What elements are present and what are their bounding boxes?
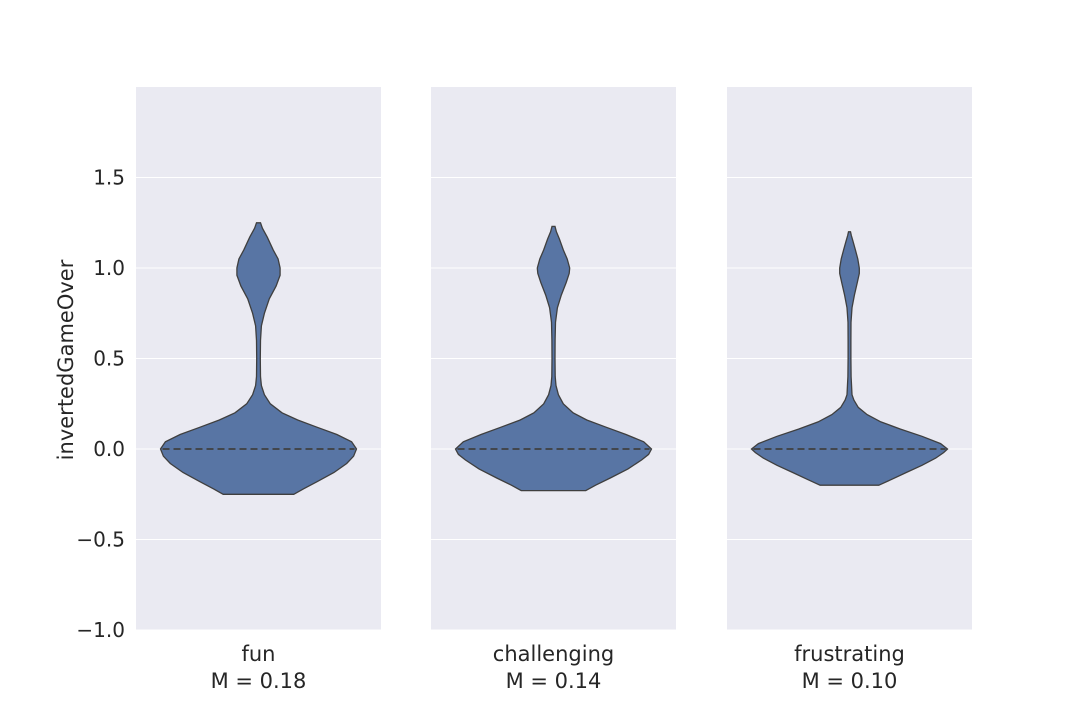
y-tick-label: −1.0: [76, 618, 125, 642]
y-tick-label: −0.5: [76, 528, 125, 552]
category-label: challenging: [493, 642, 614, 666]
panel-fun: fun M = 0.18: [136, 87, 381, 693]
category-label: frustrating: [794, 642, 905, 666]
y-tick-label: 1.0: [93, 256, 125, 280]
violin-frustrating: [750, 231, 949, 486]
panels-layer: fun M = 0.18 challenging M = 0.14 frustratin…: [136, 87, 972, 693]
mean-label: M = 0.18: [211, 669, 307, 693]
panel-challenging: challenging M = 0.14: [431, 87, 676, 693]
y-tick-label: 1.5: [93, 166, 125, 190]
mean-label: M = 0.10: [802, 669, 898, 693]
y-tick-label: 0.0: [93, 437, 125, 461]
violin-challenging: [454, 225, 653, 492]
mean-label: M = 0.14: [506, 669, 602, 693]
y-axis-label: invertedGameOver: [54, 259, 78, 460]
panel-frustrating: frustrating M = 0.10: [727, 87, 972, 693]
y-tick-label: 0.5: [93, 347, 125, 371]
violin-fun: [159, 222, 358, 495]
category-label: fun: [241, 642, 275, 666]
y-tick-labels: −1.0 −0.5 0.0 0.5 1.0 1.5: [76, 166, 125, 643]
